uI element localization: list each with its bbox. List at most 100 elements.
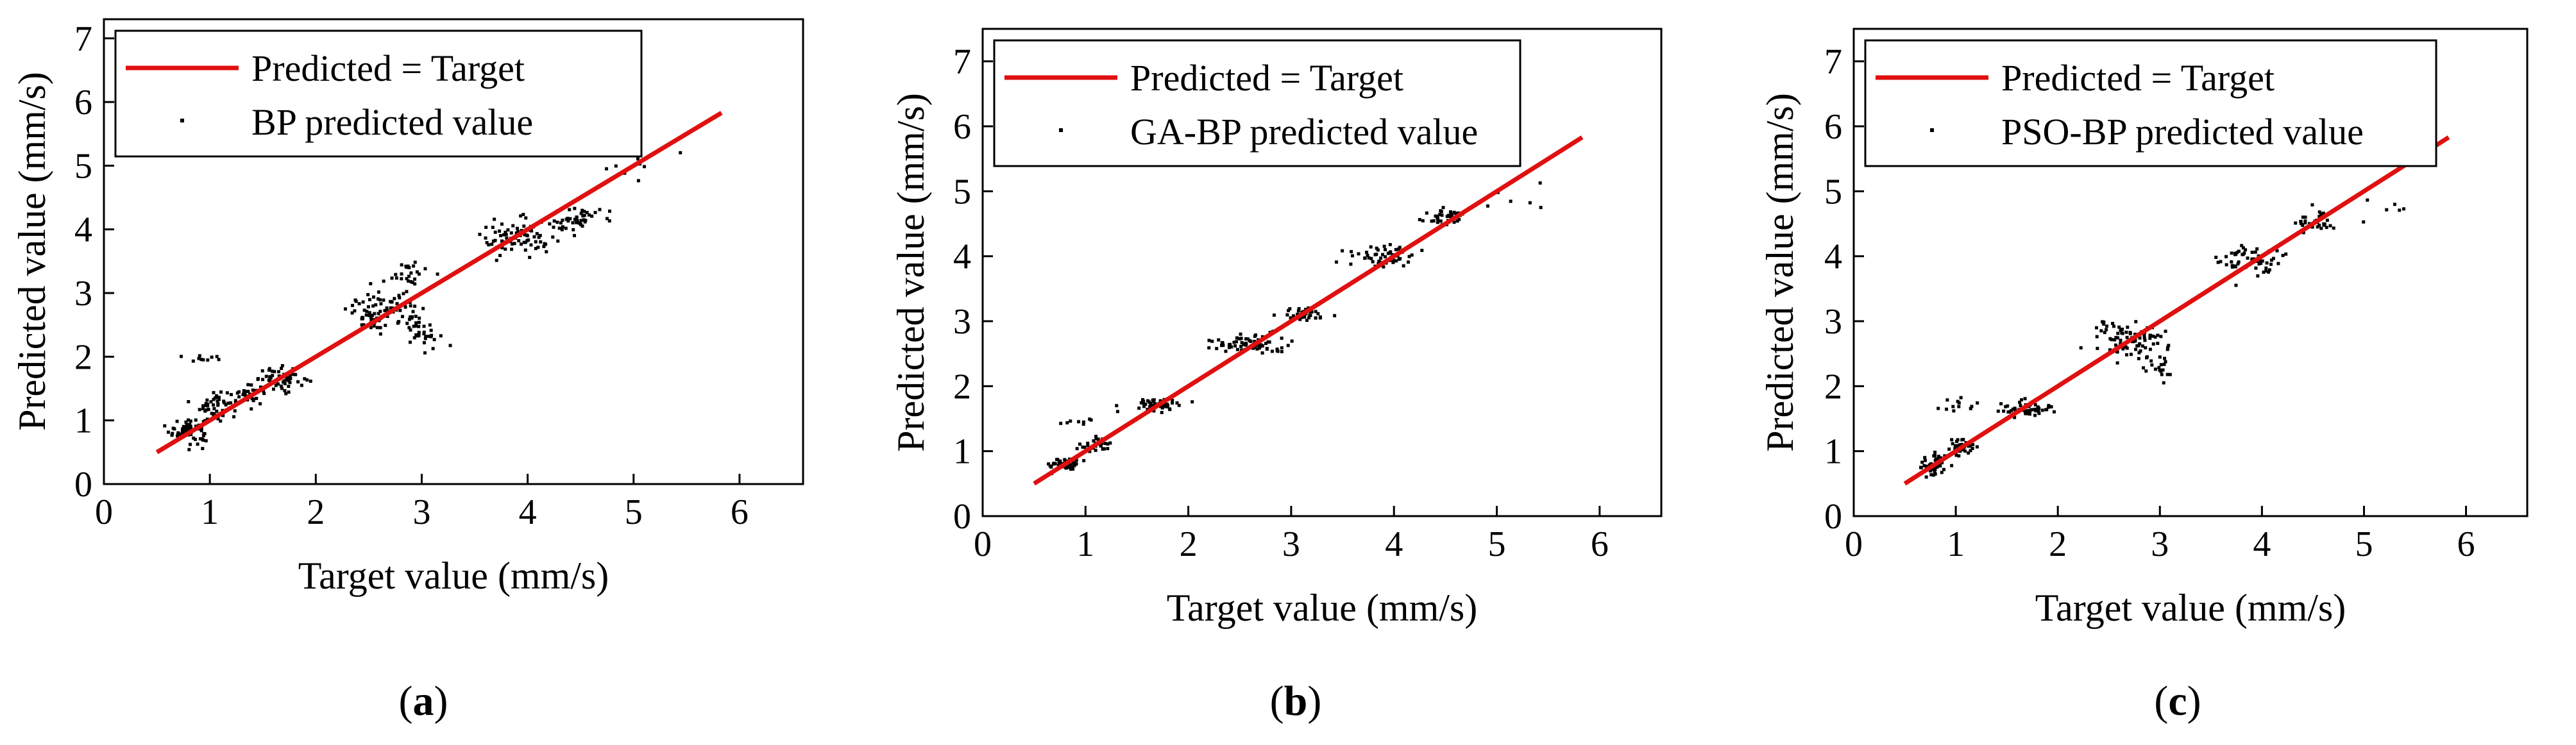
data-point [2165,347,2169,351]
data-point [1933,450,1937,454]
data-point [1951,442,1954,446]
data-point [205,408,208,412]
data-point [484,236,487,240]
data-point [242,389,246,392]
data-point [1285,313,1289,317]
data-point [216,417,220,421]
data-point [395,302,399,306]
data-point [166,430,170,434]
data-point [1069,463,1073,467]
data-point [1059,421,1063,425]
data-point [1272,314,1276,317]
data-point [1933,467,1937,471]
x-axis-title: Target value (mm/s) [298,555,609,597]
data-point [1083,446,1087,449]
data-point [287,390,291,394]
data-point [353,309,357,313]
data-point [1969,444,1972,448]
data-point [411,281,414,285]
data-point [1307,316,1311,320]
data-point [407,317,411,321]
data-point [2143,339,2147,342]
data-point [2111,322,2115,326]
data-point [579,219,583,222]
data-point [1207,346,1211,350]
data-point [382,280,386,283]
data-point [1457,217,1461,221]
data-point [1071,465,1074,469]
data-point [1438,212,1442,216]
data-point [188,423,192,426]
data-point [384,323,387,327]
data-point [269,376,273,380]
data-point [277,370,281,374]
data-point [534,247,538,251]
data-point [1933,453,1937,457]
data-point [593,210,597,214]
data-point [557,226,561,230]
data-point [2121,347,2125,351]
data-point [2267,270,2271,274]
data-point [280,387,284,390]
data-point [261,378,265,381]
data-point [1286,344,1290,347]
data-point [2237,249,2241,253]
data-point [1410,253,1414,257]
data-point [423,337,427,340]
data-point [605,217,609,221]
data-point [2129,353,2133,356]
data-point [2148,347,2152,351]
data-point [1099,444,1103,448]
legend-label: PSO-BP predicted value [2001,111,2364,153]
data-point [1082,420,1086,424]
panel-label: (a) [399,678,448,724]
data-point [1049,465,1053,469]
data-point [1227,346,1231,349]
data-point [1931,467,1935,471]
data-point [2237,260,2241,264]
y-tick-label: 6 [953,107,971,147]
data-point [418,316,421,320]
x-tick-label: 5 [2355,524,2373,564]
data-point [1394,259,1398,263]
data-point [504,230,507,234]
data-point [564,217,568,221]
data-point [405,321,409,325]
data-point [1407,260,1411,264]
data-point [585,210,589,214]
data-point [1153,402,1157,406]
data-point [587,213,591,217]
data-point [2137,344,2140,347]
data-point [2264,269,2268,273]
data-point [1069,467,1073,471]
data-point [2117,325,2121,329]
data-point [403,305,407,309]
data-point [1369,245,1373,249]
data-point [1933,472,1937,476]
data-point [283,389,287,392]
legend-box [114,29,643,158]
x-tick-label: 4 [1385,524,1403,564]
data-point [2133,332,2137,336]
data-point [1452,210,1456,214]
data-point [221,414,225,417]
y-tick-label: 1 [1824,432,1842,472]
data-point [2164,360,2167,364]
scatter-points [1919,198,2405,479]
data-point [1924,475,1928,479]
data-point [189,424,192,428]
data-point [1078,442,1082,446]
data-point [2256,274,2260,278]
data-point [2267,268,2271,272]
data-point [511,224,515,228]
data-point [2393,203,2396,206]
data-point [1081,445,1085,449]
data-point [1096,437,1100,441]
data-point [407,274,411,278]
data-point [412,336,416,340]
data-point [215,394,219,398]
x-axis-title: Target value (mm/s) [1167,587,1478,629]
data-point [1086,444,1090,448]
data-point [1115,404,1119,408]
data-point [258,402,262,406]
